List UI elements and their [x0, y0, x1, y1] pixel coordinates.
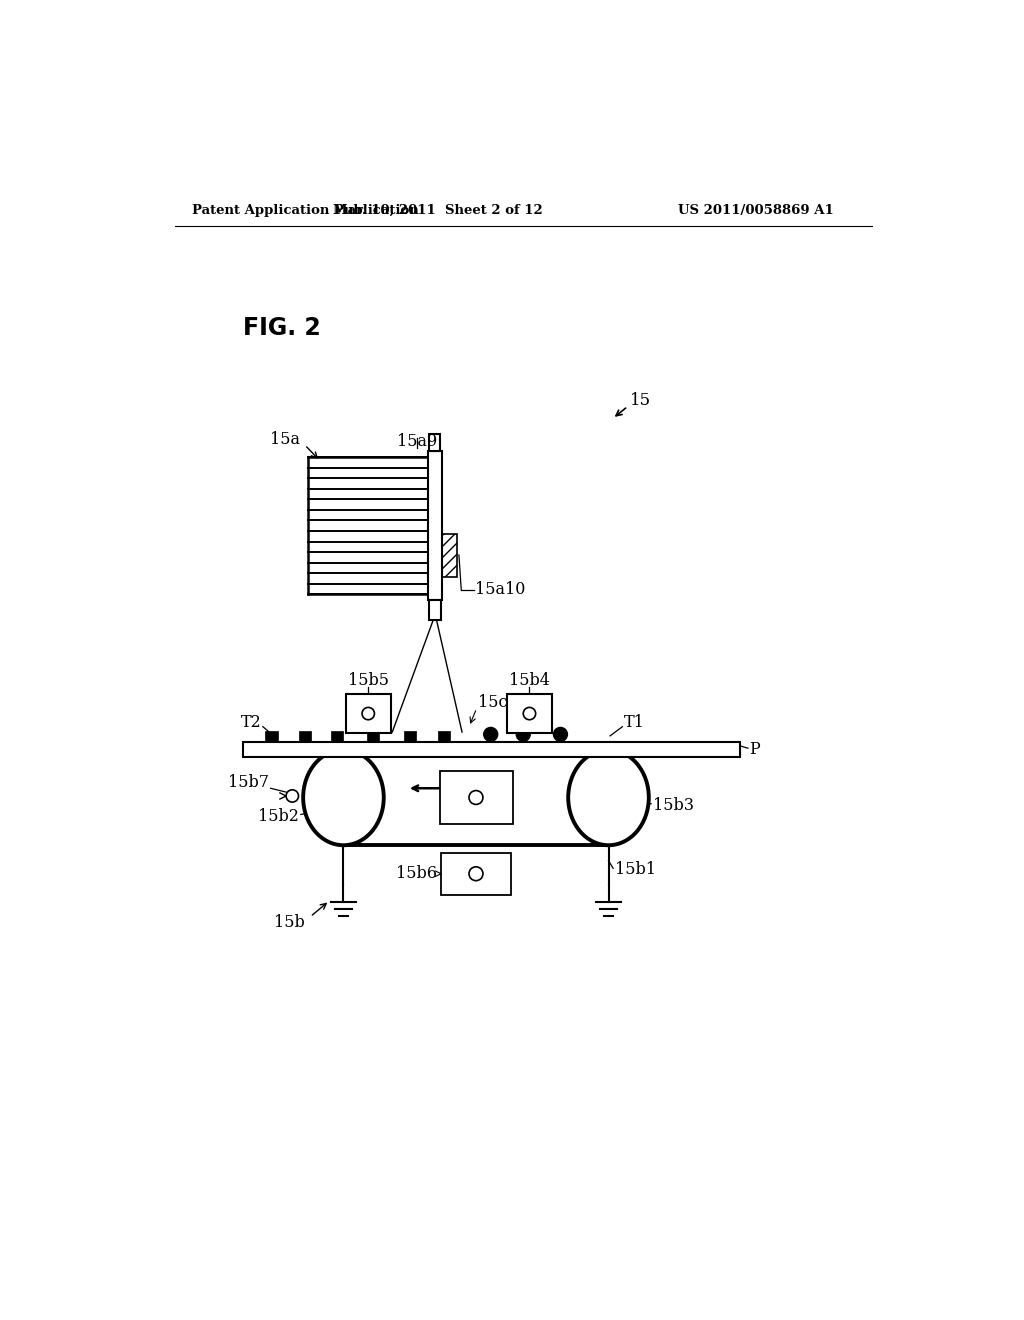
Text: T: T — [443, 795, 456, 813]
Bar — [265, 731, 278, 742]
Text: T1: T1 — [624, 714, 645, 730]
Ellipse shape — [568, 750, 649, 845]
Text: 15b3: 15b3 — [652, 797, 693, 813]
Circle shape — [483, 727, 498, 742]
Text: P: P — [750, 742, 760, 758]
Bar — [331, 731, 343, 742]
Text: 15b6: 15b6 — [396, 865, 437, 882]
Text: FIG. 2: FIG. 2 — [243, 315, 321, 339]
Text: 15b1: 15b1 — [614, 862, 655, 878]
Circle shape — [516, 727, 530, 742]
Text: 15b5: 15b5 — [348, 672, 389, 689]
Text: 15b7: 15b7 — [228, 774, 269, 791]
Bar — [243, 742, 740, 758]
Bar — [299, 731, 311, 742]
Text: 15b: 15b — [274, 913, 305, 931]
Bar — [442, 535, 458, 577]
Bar — [367, 731, 379, 742]
Text: T2: T2 — [241, 714, 261, 730]
Text: 15b4: 15b4 — [509, 672, 550, 689]
Bar — [507, 694, 552, 733]
Text: Patent Application Publication: Patent Application Publication — [191, 205, 418, 218]
Text: 15a: 15a — [270, 430, 300, 447]
Text: US 2011/0058869 A1: US 2011/0058869 A1 — [678, 205, 834, 218]
Text: 15c: 15c — [478, 693, 508, 710]
Bar — [441, 853, 511, 895]
Text: 15a10: 15a10 — [475, 581, 525, 598]
Bar — [438, 731, 451, 742]
Bar — [346, 694, 391, 733]
Bar — [429, 434, 440, 451]
Text: 15: 15 — [630, 392, 651, 409]
Text: 15b2: 15b2 — [258, 808, 299, 825]
Bar — [439, 771, 513, 824]
Bar — [403, 731, 417, 742]
Text: 15a9: 15a9 — [397, 433, 437, 450]
Circle shape — [554, 727, 567, 742]
Bar — [428, 451, 442, 601]
Ellipse shape — [303, 750, 384, 845]
Text: Mar. 10, 2011  Sheet 2 of 12: Mar. 10, 2011 Sheet 2 of 12 — [333, 205, 543, 218]
Bar — [429, 601, 441, 619]
